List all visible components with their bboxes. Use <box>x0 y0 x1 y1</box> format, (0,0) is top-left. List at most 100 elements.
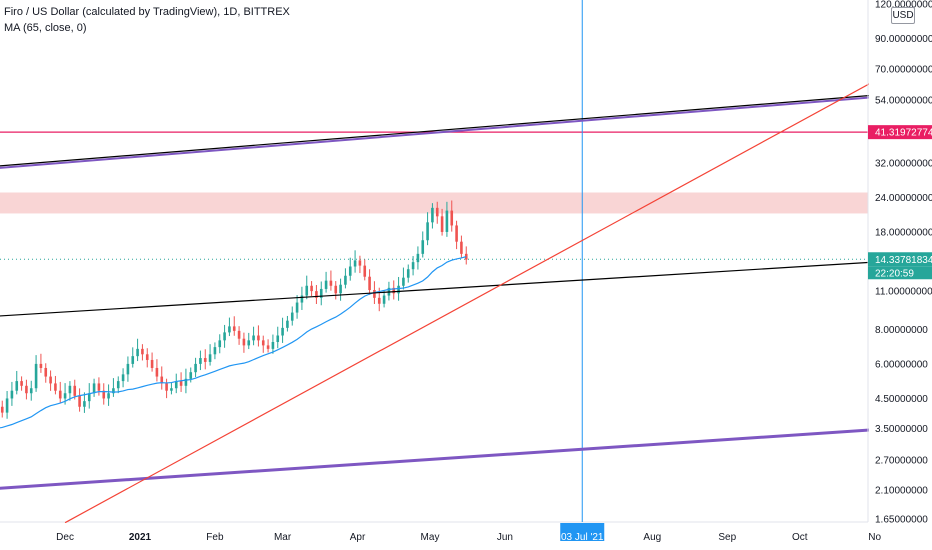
candle-body <box>131 356 135 364</box>
x-axis-tick-label: May <box>421 532 440 543</box>
candle-body <box>116 381 120 389</box>
candle-body <box>247 340 251 346</box>
x-axis-tick-label: Apr <box>350 532 366 543</box>
candle-body <box>392 287 396 294</box>
candle-body <box>411 262 415 270</box>
candle-body <box>334 285 338 294</box>
candle-body <box>25 385 28 394</box>
trendline <box>64 55 921 524</box>
x-axis-tick-label: Dec <box>56 532 74 543</box>
y-axis-tick-label: 1.65000000 <box>875 514 928 525</box>
symbol-title: Firo / US Dollar (calculated by TradingV… <box>4 6 290 18</box>
candle-body <box>213 347 217 355</box>
candle-body <box>165 383 168 391</box>
candle-body <box>63 393 67 399</box>
candle-body <box>179 381 183 386</box>
trendline <box>0 425 921 490</box>
candle-body <box>363 265 367 277</box>
ma-indicator-label[interactable]: MA (65, close, 0) <box>4 22 87 34</box>
candle-body <box>92 383 96 394</box>
candle-body <box>310 285 313 292</box>
y-axis-tick-label: 2.10000000 <box>875 486 928 497</box>
candle-body <box>218 340 222 348</box>
candle-body <box>141 348 144 355</box>
y-axis-tick-label: 2.70000000 <box>875 455 928 466</box>
candle-body <box>406 269 410 278</box>
y-axis-tick-label: 6.00000000 <box>875 359 928 370</box>
candle-body <box>295 302 299 313</box>
candle-body <box>435 207 439 217</box>
candle-body <box>460 241 463 254</box>
candle-body <box>20 381 23 386</box>
x-axis-tick-label: Mar <box>274 532 292 543</box>
candle-body <box>252 335 255 341</box>
candle-body <box>237 330 241 339</box>
y-axis-tick-label: 90.00000000 <box>875 34 932 45</box>
candle-body <box>102 390 106 399</box>
candle-body <box>339 284 342 294</box>
candle-body <box>112 388 115 394</box>
candle-body <box>170 388 173 391</box>
candle-body <box>58 390 62 399</box>
candle-body <box>261 340 265 346</box>
candle-body <box>189 372 193 379</box>
crosshair-date-label: 03 Jul '21 <box>561 532 604 543</box>
candle-body <box>39 363 43 368</box>
candle-body <box>348 266 352 276</box>
candle-body <box>290 312 294 321</box>
candle-body <box>353 260 357 267</box>
y-axis-tick-label: 24.00000000 <box>875 193 932 204</box>
candle-body <box>271 342 275 349</box>
price-tag <box>868 125 932 140</box>
candle-body <box>54 383 57 391</box>
candle-body <box>49 376 52 384</box>
price-tag <box>868 252 932 267</box>
candle-body <box>194 363 197 373</box>
x-axis-tick-label: Feb <box>206 532 224 543</box>
candle-body <box>5 398 9 413</box>
candle-body <box>44 367 48 377</box>
x-axis-tick-label: 2021 <box>129 532 152 543</box>
x-axis-tick-label: Sep <box>718 532 736 543</box>
candle-body <box>373 290 376 298</box>
candle-body <box>324 280 328 289</box>
candle-body <box>450 210 454 226</box>
candle-body <box>305 285 309 296</box>
candle-body <box>329 280 333 286</box>
candle-body <box>160 376 164 384</box>
y-axis-tick-label: 3.50000000 <box>875 424 928 435</box>
candle-body <box>257 335 260 341</box>
x-axis-tick-label: Jun <box>497 532 513 543</box>
candle-body <box>29 388 33 394</box>
candle-body <box>377 297 381 304</box>
candle-body <box>358 260 362 266</box>
y-axis-tick-label: 32.00000000 <box>875 158 932 169</box>
candle-body <box>10 390 14 399</box>
candle-body <box>150 359 154 368</box>
x-axis-tick-label: Oct <box>792 532 808 543</box>
currency-badge[interactable]: USD <box>891 7 915 24</box>
candle-body <box>431 207 434 223</box>
candle-body <box>208 354 212 362</box>
candle-body <box>68 385 72 394</box>
x-axis-tick-label: Aug <box>643 532 661 543</box>
candle-body <box>15 381 19 391</box>
trendline <box>0 258 921 317</box>
trendline <box>0 90 921 167</box>
candle-body <box>223 332 226 341</box>
y-axis-tick-label: 11.00000000 <box>875 287 932 298</box>
candle-body <box>203 358 207 362</box>
trendline-shadow <box>0 92 921 169</box>
candle-body <box>174 381 178 389</box>
candle-body <box>440 216 444 232</box>
candle-body <box>266 345 270 349</box>
candle-body <box>232 326 236 331</box>
candle-body <box>315 291 318 298</box>
candle-body <box>421 240 425 254</box>
countdown-tag <box>868 266 932 280</box>
candle-body <box>199 358 202 364</box>
candle-body <box>107 393 110 399</box>
candle-body <box>87 393 91 402</box>
y-axis-tick-label: 8.00000000 <box>875 325 928 336</box>
